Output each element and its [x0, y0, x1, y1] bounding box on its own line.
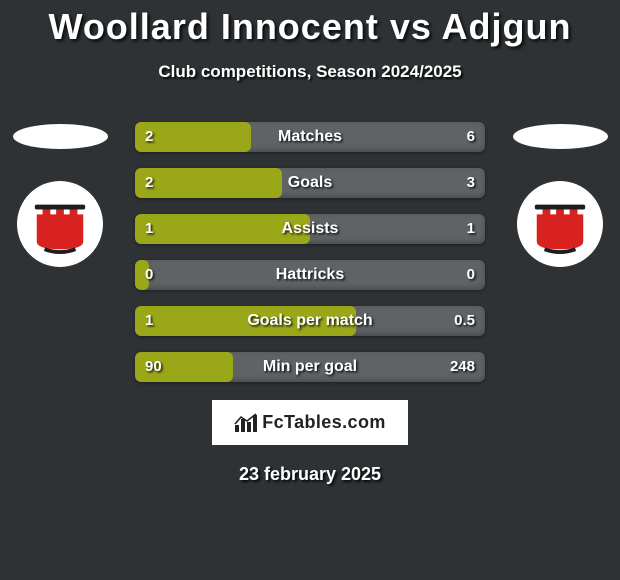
player-left-club-badge: [17, 181, 103, 267]
player-left-column: [10, 124, 110, 267]
bars-icon: [234, 413, 258, 433]
stat-row: 1Goals per match0.5: [135, 306, 485, 336]
watermark: FcTables.com: [212, 400, 408, 445]
stat-row: 1Assists1: [135, 214, 485, 244]
stat-label: Min per goal: [135, 352, 485, 382]
stat-right-value: 0: [467, 260, 475, 290]
subtitle: Club competitions, Season 2024/2025: [0, 62, 620, 82]
stat-right-value: 3: [467, 168, 475, 198]
comparison-card: Woollard Innocent vs Adjgun Club competi…: [0, 0, 620, 580]
stat-label: Matches: [135, 122, 485, 152]
fortress-icon: [529, 193, 591, 255]
fortress-icon: [29, 193, 91, 255]
stat-right-value: 6: [467, 122, 475, 152]
comparison-bars: 2Matches62Goals31Assists10Hattricks01Goa…: [135, 122, 485, 398]
page-title: Woollard Innocent vs Adjgun: [0, 6, 620, 48]
stat-row: 0Hattricks0: [135, 260, 485, 290]
watermark-wrap: FcTables.com: [0, 396, 620, 445]
stat-row: 2Matches6: [135, 122, 485, 152]
stat-row: 2Goals3: [135, 168, 485, 198]
player-right-club-badge: [517, 181, 603, 267]
stat-right-value: 1: [467, 214, 475, 244]
stat-right-value: 0.5: [454, 306, 475, 336]
stat-label: Goals per match: [135, 306, 485, 336]
stat-right-value: 248: [450, 352, 475, 382]
watermark-text: FcTables.com: [262, 412, 386, 433]
date-text: 23 february 2025: [0, 464, 620, 485]
stat-label: Goals: [135, 168, 485, 198]
stat-row: 90Min per goal248: [135, 352, 485, 382]
stat-label: Assists: [135, 214, 485, 244]
player-right-column: [510, 124, 610, 267]
player-right-shadow-ellipse: [513, 124, 608, 149]
player-left-shadow-ellipse: [13, 124, 108, 149]
stat-label: Hattricks: [135, 260, 485, 290]
